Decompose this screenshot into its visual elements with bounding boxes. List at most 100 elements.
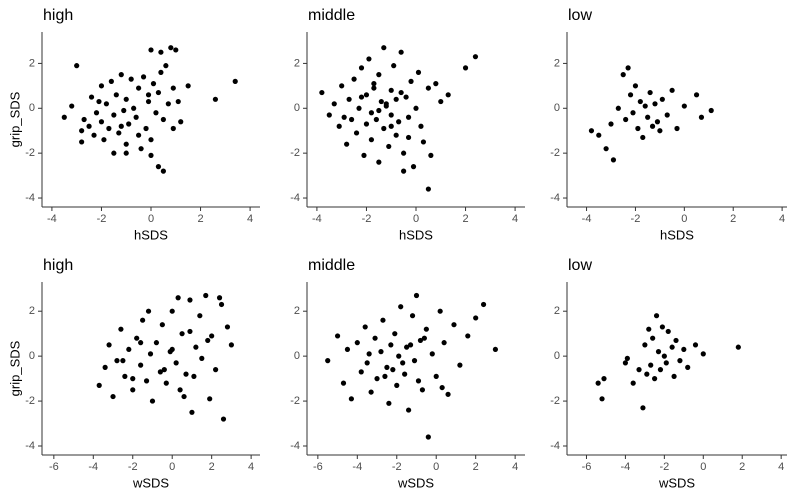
point <box>403 94 409 100</box>
x-tick-label: 0 <box>700 461 706 473</box>
point <box>650 335 656 341</box>
point <box>615 105 621 111</box>
point <box>441 340 447 346</box>
point <box>334 333 341 339</box>
point <box>126 346 132 353</box>
point <box>187 328 193 335</box>
point <box>480 301 487 308</box>
point <box>161 367 167 373</box>
point <box>123 96 129 102</box>
panel-title: high <box>43 257 73 274</box>
x-tick-label: 0 <box>169 461 175 473</box>
point <box>155 89 162 96</box>
point <box>425 85 431 91</box>
point <box>421 335 427 341</box>
y-tick-label: -4 <box>25 192 35 204</box>
x-tick-label: -2 <box>392 461 402 473</box>
point <box>411 358 418 364</box>
point <box>664 112 670 118</box>
point <box>96 382 102 388</box>
point <box>358 94 365 100</box>
point <box>445 92 451 98</box>
point <box>624 355 630 361</box>
point <box>419 387 426 393</box>
point <box>149 398 156 404</box>
point <box>415 69 422 75</box>
point <box>669 87 675 93</box>
x-tick-label: 4 <box>512 213 518 225</box>
x-axis-label: wSDS <box>132 475 169 490</box>
point <box>183 371 189 377</box>
point <box>376 107 382 114</box>
point <box>398 304 404 310</box>
point <box>138 146 144 152</box>
x-tick-label: 2 <box>473 461 479 473</box>
panel: high hSDS grip_SDS -4 -2 0 2 4 -4 -2 0 2 <box>7 7 260 242</box>
point <box>326 112 332 118</box>
point <box>346 96 352 102</box>
point <box>382 373 388 379</box>
panel: middle hSDS -4 -2 0 2 4 -4 -2 0 2 <box>290 7 525 242</box>
point <box>438 98 444 105</box>
x-tick-label: 0 <box>681 213 687 225</box>
point <box>339 83 345 89</box>
y-tick-label: 2 <box>554 57 560 69</box>
point <box>358 65 365 71</box>
point <box>116 130 122 136</box>
point <box>388 87 394 93</box>
point <box>400 360 406 366</box>
x-tick-label: 2 <box>730 213 736 225</box>
point <box>173 360 179 366</box>
x-tick-label: 2 <box>462 213 468 225</box>
point <box>398 89 404 96</box>
point <box>170 125 176 132</box>
point <box>169 308 175 314</box>
point <box>596 132 602 138</box>
x-tick-label: -6 <box>49 461 59 473</box>
y-tick-label: -2 <box>550 395 560 407</box>
y-tick-label: -2 <box>550 147 560 159</box>
x-tick-label: 2 <box>197 213 203 225</box>
point <box>136 85 142 91</box>
panel-title: low <box>568 257 592 274</box>
point <box>423 326 429 332</box>
point <box>108 78 114 84</box>
point <box>145 92 152 98</box>
x-tick-label: -2 <box>631 213 641 225</box>
point <box>205 337 211 344</box>
point <box>98 83 105 89</box>
point <box>160 168 166 174</box>
point <box>371 81 377 87</box>
point <box>356 105 362 111</box>
y-tick-label: 0 <box>554 102 560 114</box>
point <box>630 110 636 116</box>
point <box>170 85 176 91</box>
x-tick-label: 2 <box>739 461 745 473</box>
point <box>361 152 367 158</box>
point <box>187 297 193 303</box>
point <box>390 367 396 373</box>
point <box>344 346 351 353</box>
point <box>368 137 375 143</box>
panel-title: middle <box>308 7 355 24</box>
point <box>700 351 706 357</box>
y-tick-label: 2 <box>29 57 35 69</box>
y-tick-label: -2 <box>290 395 300 407</box>
point <box>451 322 457 328</box>
point <box>126 121 132 127</box>
point <box>388 112 394 118</box>
y-tick-label: -4 <box>550 440 560 452</box>
point <box>122 373 128 379</box>
point <box>158 49 164 55</box>
point <box>145 98 152 105</box>
point <box>177 387 183 393</box>
point <box>169 346 175 353</box>
point <box>428 152 434 158</box>
point <box>674 125 680 132</box>
panel-title: low <box>568 7 592 24</box>
point <box>610 157 617 163</box>
point <box>319 89 325 96</box>
point <box>437 308 443 314</box>
point <box>138 362 144 368</box>
point <box>445 391 451 397</box>
